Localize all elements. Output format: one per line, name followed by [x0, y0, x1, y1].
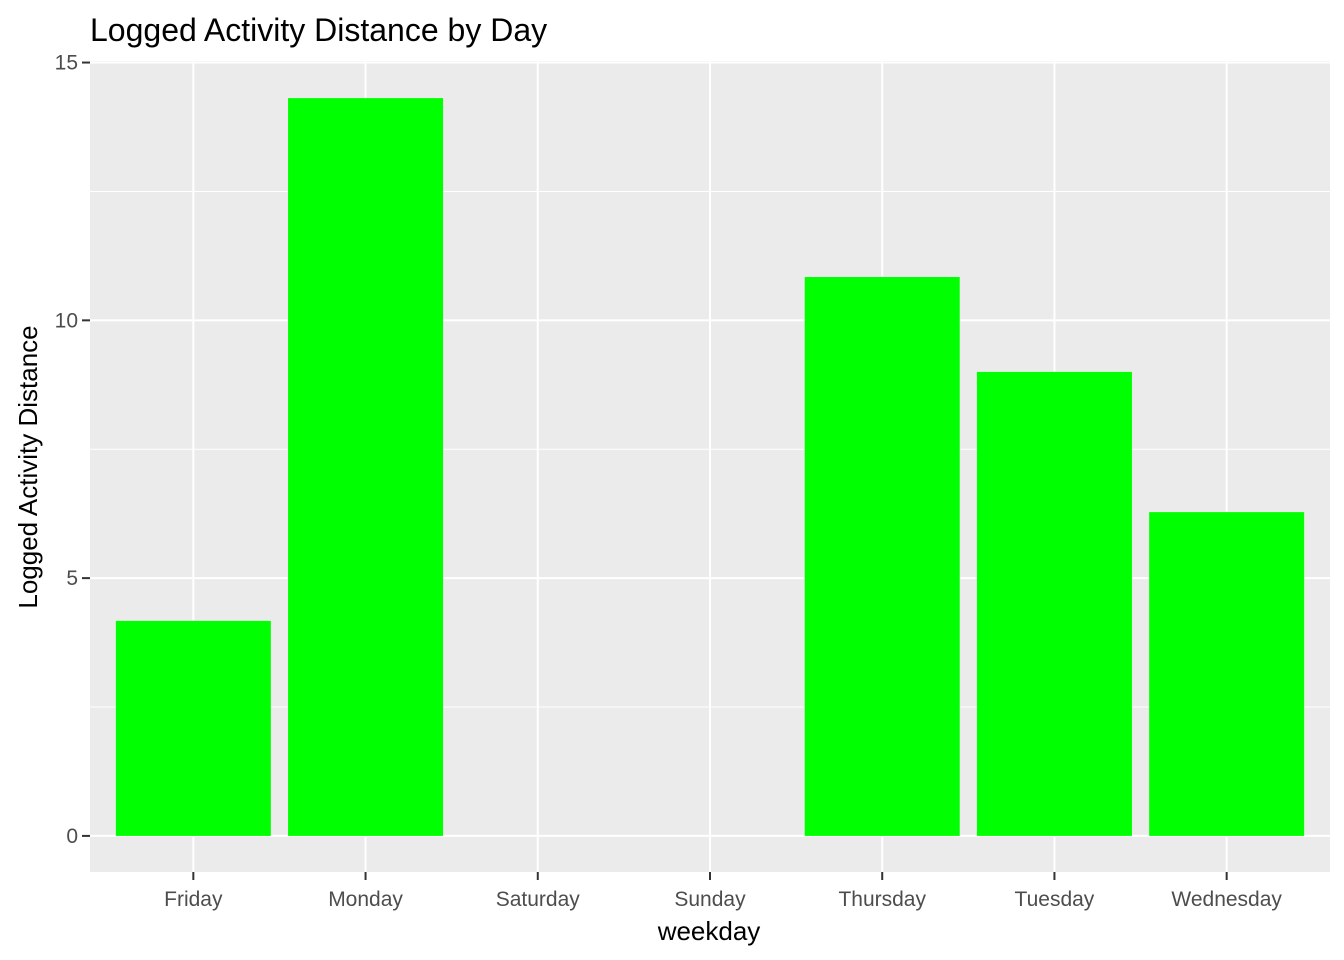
- x-tick-label-thursday: Thursday: [838, 888, 926, 911]
- x-tick-label-tuesday: Tuesday: [1015, 888, 1095, 911]
- bar-thursday: [804, 277, 960, 836]
- y-tick-label: 10: [55, 309, 78, 332]
- x-axis-title: weekday: [657, 916, 761, 946]
- chart-title: Logged Activity Distance by Day: [90, 12, 547, 48]
- x-tick-label-saturday: Saturday: [496, 888, 581, 911]
- x-tick-label-friday: Friday: [164, 888, 223, 911]
- bar-tuesday: [976, 371, 1132, 836]
- bars: [115, 98, 1305, 836]
- y-tick-label: 5: [66, 567, 78, 590]
- x-tick-label-sunday: Sunday: [674, 888, 746, 911]
- y-tick-label: 0: [66, 825, 78, 848]
- y-axis-title: Logged Activity Distance: [13, 325, 43, 608]
- bar-monday: [288, 98, 444, 836]
- bar-wednesday: [1149, 512, 1305, 836]
- x-axis: Friday Monday Saturday Sunday Thursday Tuesda…: [164, 872, 1282, 911]
- x-tick-label-monday: Monday: [328, 888, 403, 911]
- y-tick-label: 15: [55, 52, 78, 75]
- y-axis: 0 5 10 15: [55, 52, 90, 848]
- bar-friday: [115, 620, 271, 836]
- x-tick-label-wednesday: Wednesday: [1171, 888, 1282, 911]
